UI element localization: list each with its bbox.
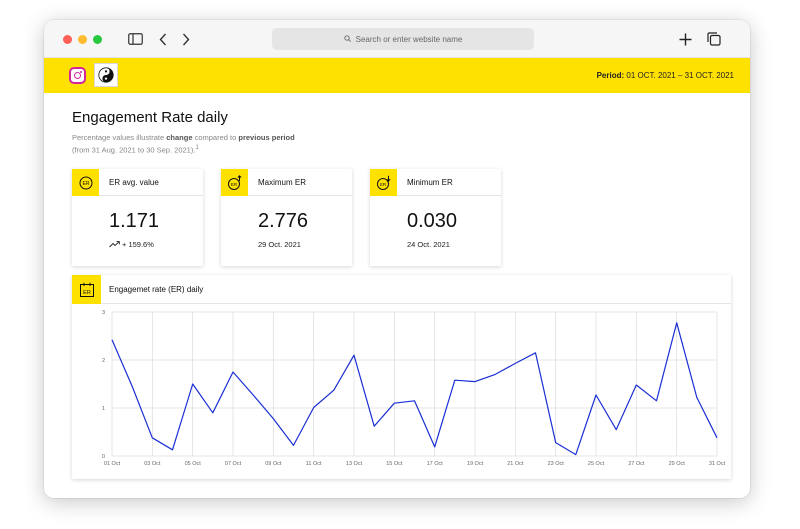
calendar-er-icon: ER <box>72 275 101 304</box>
page-subtitle: Percentage values illustrate change comp… <box>72 133 372 156</box>
search-icon <box>343 34 351 44</box>
report-header: Period: 01 OCT. 2021 – 31 OCT. 2021 <box>44 58 750 93</box>
address-placeholder: Search or enter website name <box>355 34 463 44</box>
x-tick-label: 09 Oct <box>265 461 282 467</box>
close-window-button[interactable] <box>63 35 72 44</box>
svg-text:ER: ER <box>379 182 386 187</box>
x-tick-label: 11 Oct <box>306 461 322 467</box>
min-er-card: ER Minimum ER 0.030 24 Oct. 2021 <box>370 169 501 266</box>
er-icon: ER <box>72 169 99 196</box>
footnote-marker: 1 <box>195 144 199 151</box>
change-value: + 159.6% <box>122 240 154 249</box>
x-tick-label: 13 Oct <box>346 461 363 467</box>
back-icon[interactable] <box>154 30 172 48</box>
x-tick-label: 19 Oct <box>467 461 484 467</box>
x-tick-label: 27 Oct <box>628 461 645 467</box>
y-tick-label: 2 <box>102 358 105 364</box>
er-daily-chart-card: ER Engagemet rate (ER) daily 0 1 2 3 01 Oct 0… <box>72 275 731 479</box>
subtitle-range: (from 31 Aug. 2021 to 30 Sep. 2021). <box>72 145 196 155</box>
card-value: 1.171 <box>109 210 160 232</box>
chart-title: Engagemet rate (ER) daily <box>109 285 204 294</box>
report-period: Period: 01 OCT. 2021 – 31 OCT. 2021 <box>597 71 734 80</box>
address-bar[interactable]: Search or enter website name <box>272 28 534 50</box>
new-tab-icon[interactable] <box>676 30 694 48</box>
browser-window: Search or enter website name Period: 01 … <box>44 20 750 498</box>
card-date: 24 Oct. 2021 <box>407 240 450 249</box>
subtitle-previous-period: previous period <box>238 133 295 142</box>
x-tick-label: 17 Oct <box>427 461 444 467</box>
chart-header: ER Engagemet rate (ER) daily <box>72 275 731 304</box>
x-tick-label: 07 Oct <box>225 461 242 467</box>
svg-text:ER: ER <box>230 182 237 187</box>
period-label: Period: <box>596 71 625 80</box>
card-value: 2.776 <box>258 210 309 232</box>
page-title: Engagement Rate daily <box>72 109 228 126</box>
x-tick-label: 03 Oct <box>144 461 161 467</box>
er-up-icon: ER <box>221 169 248 196</box>
x-tick-label: 15 Oct <box>386 461 403 467</box>
card-header: ER Maximum ER <box>221 169 352 196</box>
instagram-icon <box>69 67 86 84</box>
subtitle-text: Percentage values illustrate <box>72 133 165 142</box>
x-tick-label: 01 Oct <box>104 461 121 467</box>
y-tick-label: 0 <box>102 454 105 460</box>
card-value: 0.030 <box>407 210 458 232</box>
card-header: ER ER avg. value <box>72 169 203 196</box>
x-tick-label: 29 Oct <box>669 461 686 467</box>
card-title: Maximum ER <box>258 178 307 187</box>
er-avg-card: ER ER avg. value 1.171 + 159.6% <box>72 169 203 266</box>
y-tick-label: 3 <box>102 310 105 316</box>
x-tick-label: 05 Oct <box>185 461 202 467</box>
x-tick-label: 21 Oct <box>507 461 524 467</box>
subtitle-change: change <box>166 133 193 142</box>
subtitle-text: compared to <box>194 133 237 142</box>
er-series-line <box>111 322 718 456</box>
er-line-chart: 0 1 2 3 01 Oct 03 Oct 05 Oct 07 Oct 09 Oct 11 Oct… <box>102 310 726 467</box>
svg-text:ER: ER <box>83 290 91 296</box>
x-tick-label: 31 Oct <box>709 461 726 467</box>
card-title: Minimum ER <box>407 178 453 187</box>
card-change: + 159.6% <box>109 240 154 249</box>
forward-icon[interactable] <box>177 30 195 48</box>
er-down-icon: ER <box>370 169 397 196</box>
x-tick-label: 25 Oct <box>588 461 605 467</box>
card-title: ER avg. value <box>109 178 159 187</box>
tabs-overview-icon[interactable] <box>705 30 723 48</box>
maximize-window-button[interactable] <box>93 35 102 44</box>
period-value: 01 OCT. 2021 – 31 OCT. 2021 <box>626 71 734 80</box>
browser-toolbar: Search or enter website name <box>44 20 750 58</box>
svg-text:ER: ER <box>82 181 89 187</box>
card-date: 29 Oct. 2021 <box>258 240 301 249</box>
max-er-card: ER Maximum ER 2.776 29 Oct. 2021 <box>221 169 352 266</box>
x-tick-label: 23 Oct <box>548 461 565 467</box>
minimize-window-button[interactable] <box>78 35 87 44</box>
profile-avatar <box>94 63 118 87</box>
yin-yang-icon <box>98 67 114 83</box>
card-header: ER Minimum ER <box>370 169 501 196</box>
y-tick-label: 1 <box>102 406 105 412</box>
trend-up-icon <box>109 241 120 248</box>
sidebar-icon[interactable] <box>126 30 144 48</box>
